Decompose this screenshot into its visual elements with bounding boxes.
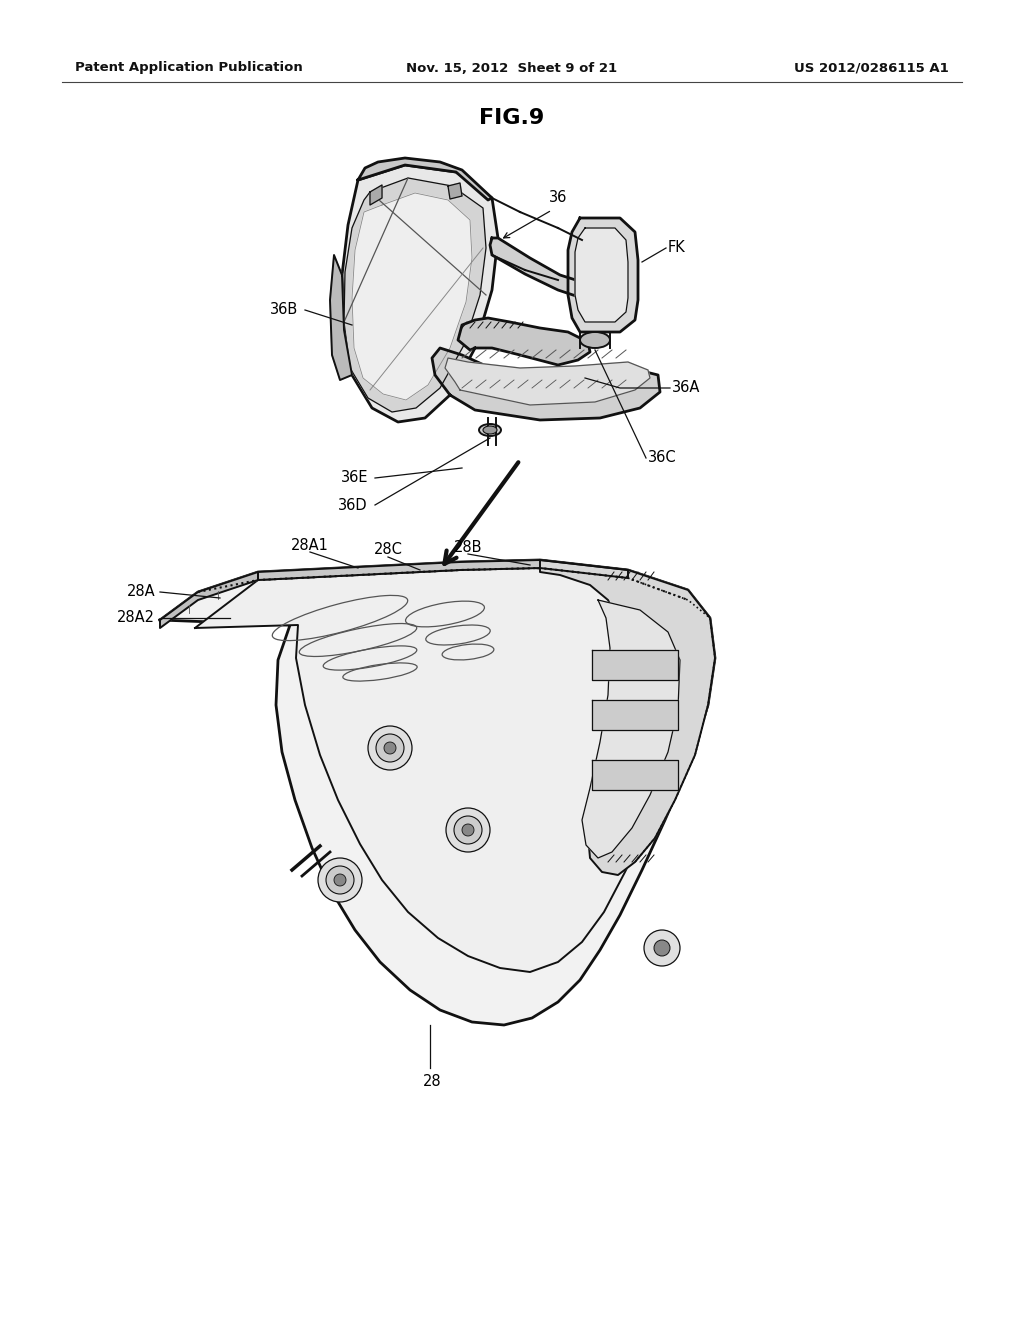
Text: 28A2: 28A2: [117, 610, 155, 626]
Polygon shape: [258, 560, 628, 579]
Polygon shape: [352, 193, 472, 400]
Polygon shape: [342, 165, 498, 422]
Polygon shape: [449, 183, 462, 199]
Polygon shape: [575, 228, 628, 322]
Text: 36: 36: [549, 190, 567, 206]
Polygon shape: [592, 700, 678, 730]
Polygon shape: [195, 568, 700, 972]
Circle shape: [462, 824, 474, 836]
Polygon shape: [370, 185, 382, 205]
Text: Nov. 15, 2012  Sheet 9 of 21: Nov. 15, 2012 Sheet 9 of 21: [407, 62, 617, 74]
Circle shape: [334, 874, 346, 886]
Circle shape: [644, 931, 680, 966]
Circle shape: [368, 726, 412, 770]
Text: 28A: 28A: [126, 585, 155, 599]
Polygon shape: [490, 238, 582, 298]
Polygon shape: [160, 560, 715, 1026]
Ellipse shape: [483, 426, 497, 434]
Polygon shape: [592, 649, 678, 680]
Text: 28: 28: [423, 1074, 441, 1089]
Circle shape: [454, 816, 482, 843]
Ellipse shape: [580, 333, 610, 348]
Text: FK: FK: [668, 240, 686, 256]
Text: 36E: 36E: [341, 470, 368, 486]
Text: Patent Application Publication: Patent Application Publication: [75, 62, 303, 74]
Polygon shape: [344, 178, 486, 412]
Text: 28C: 28C: [374, 543, 402, 557]
Text: US 2012/0286115 A1: US 2012/0286115 A1: [795, 62, 949, 74]
Text: 28B: 28B: [454, 540, 482, 556]
Polygon shape: [358, 158, 492, 201]
Polygon shape: [445, 358, 650, 405]
Ellipse shape: [479, 424, 501, 436]
Text: 28A1: 28A1: [291, 537, 329, 553]
Text: FIG.9: FIG.9: [479, 108, 545, 128]
Polygon shape: [432, 348, 660, 420]
Polygon shape: [592, 760, 678, 789]
Polygon shape: [582, 601, 680, 858]
Text: 36D: 36D: [338, 498, 368, 512]
Polygon shape: [330, 255, 352, 380]
Circle shape: [318, 858, 362, 902]
Text: 36B: 36B: [269, 302, 298, 318]
Polygon shape: [568, 218, 638, 333]
Polygon shape: [458, 318, 590, 366]
Polygon shape: [540, 560, 715, 875]
Circle shape: [326, 866, 354, 894]
Circle shape: [376, 734, 404, 762]
Text: 36C: 36C: [648, 450, 677, 466]
Circle shape: [446, 808, 490, 851]
Text: 36A: 36A: [672, 380, 700, 396]
Circle shape: [654, 940, 670, 956]
Circle shape: [384, 742, 396, 754]
Polygon shape: [160, 572, 258, 628]
